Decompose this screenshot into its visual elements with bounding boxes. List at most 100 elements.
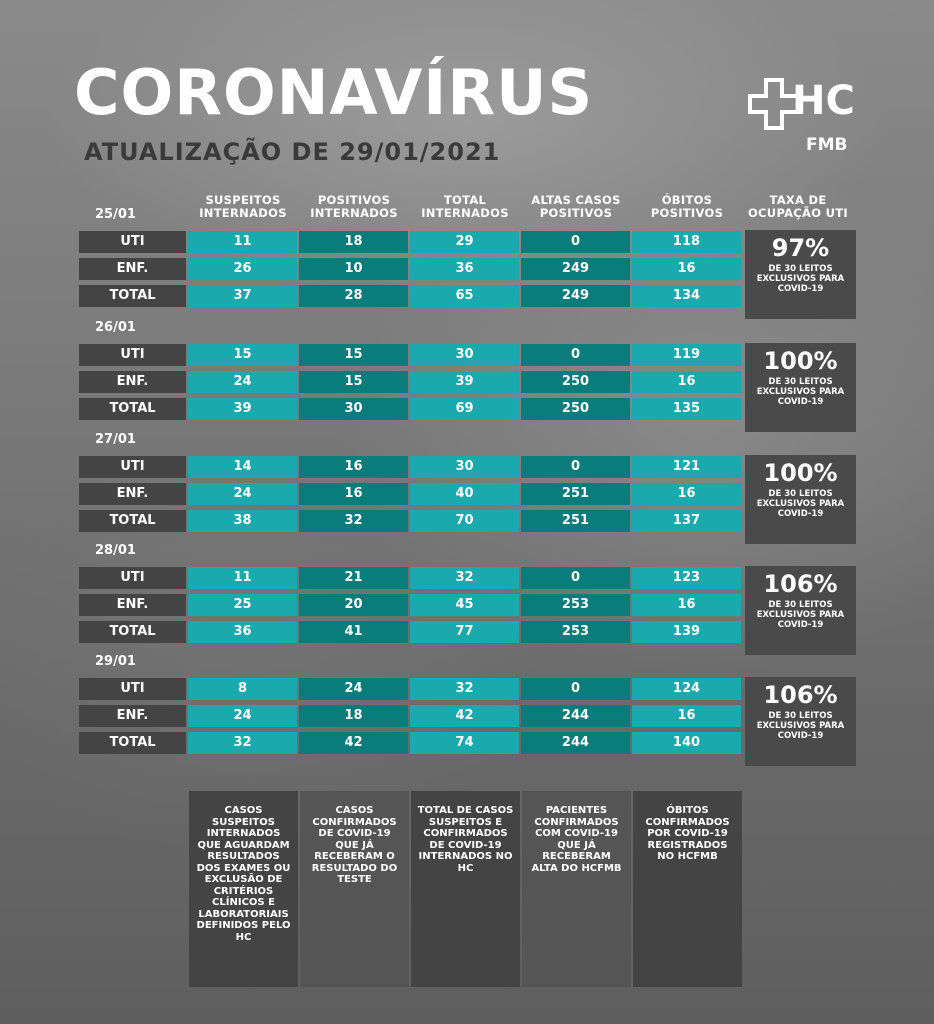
- cell-total: 77: [410, 621, 519, 643]
- row-label: TOTAL: [79, 732, 186, 754]
- uti-occupancy-note: DE 30 LEITOS EXCLUSIVOS PARA COVID-19: [756, 377, 845, 407]
- cell-obitos: 139: [632, 621, 741, 643]
- hc-fmb-logo: HC FMB: [748, 78, 855, 155]
- uti-occupancy-box: 106% DE 30 LEITOS EXCLUSIVOS PARA COVID-1…: [745, 677, 856, 766]
- date-label: 27/01: [95, 432, 136, 447]
- cell-altas: 0: [521, 231, 630, 253]
- header-taxa: TAXA DE OCUPAÇÃO UTI: [747, 193, 848, 220]
- cell-obitos: 140: [632, 732, 741, 754]
- row-label: TOTAL: [79, 285, 186, 307]
- cell-positivos: 30: [299, 398, 408, 420]
- cell-obitos: 137: [632, 510, 741, 532]
- cell-suspeitos: 14: [188, 456, 297, 478]
- cell-obitos: 123: [632, 567, 741, 589]
- uti-occupancy-rate: 100%: [763, 459, 838, 487]
- cell-positivos: 42: [299, 732, 408, 754]
- cell-suspeitos: 8: [188, 678, 297, 700]
- cell-altas: 244: [521, 732, 630, 754]
- cell-suspeitos: 11: [188, 567, 297, 589]
- logo-hc-text: HC: [792, 78, 855, 124]
- cell-obitos: 16: [632, 705, 741, 727]
- cell-positivos: 16: [299, 483, 408, 505]
- cell-positivos: 32: [299, 510, 408, 532]
- cell-altas: 250: [521, 398, 630, 420]
- header-altas: ALTAS CASOS POSITIVOS: [531, 193, 621, 220]
- cell-total: 65: [410, 285, 519, 307]
- cell-suspeitos: 24: [188, 483, 297, 505]
- legend-obitos: ÓBITOS CONFIRMADOS POR COVID-19 REGISTRA…: [633, 791, 742, 987]
- cell-altas: 0: [521, 678, 630, 700]
- cell-suspeitos: 24: [188, 705, 297, 727]
- uti-occupancy-box: 100% DE 30 LEITOS EXCLUSIVOS PARA COVID-1…: [745, 343, 856, 432]
- cell-positivos: 18: [299, 705, 408, 727]
- cell-total: 45: [410, 594, 519, 616]
- cell-altas: 244: [521, 705, 630, 727]
- cell-positivos: 15: [299, 344, 408, 366]
- cell-obitos: 16: [632, 594, 741, 616]
- date-label: 29/01: [95, 654, 136, 669]
- row-label: UTI: [79, 231, 186, 253]
- row-label: TOTAL: [79, 510, 186, 532]
- logo-fmb-text: FMB: [806, 135, 848, 155]
- cell-suspeitos: 32: [188, 732, 297, 754]
- row-label: ENF.: [79, 483, 186, 505]
- cell-positivos: 18: [299, 231, 408, 253]
- cell-total: 39: [410, 371, 519, 393]
- cell-suspeitos: 26: [188, 258, 297, 280]
- cell-altas: 253: [521, 594, 630, 616]
- cell-obitos: 16: [632, 371, 741, 393]
- cell-obitos: 124: [632, 678, 741, 700]
- header-obitos: ÓBITOS POSITIVOS: [650, 193, 724, 220]
- uti-occupancy-rate: 100%: [763, 347, 838, 375]
- uti-occupancy-rate: 106%: [763, 570, 838, 598]
- cell-obitos: 119: [632, 344, 741, 366]
- cell-total: 69: [410, 398, 519, 420]
- update-date-subtitle: ATUALIZAÇÃO DE 29/01/2021: [84, 138, 501, 166]
- cell-positivos: 10: [299, 258, 408, 280]
- cell-positivos: 16: [299, 456, 408, 478]
- cell-total: 70: [410, 510, 519, 532]
- row-label: UTI: [79, 567, 186, 589]
- date-label: 28/01: [95, 543, 136, 558]
- legend-altas: PACIENTES CONFIRMADOS COM COVID-19 QUE J…: [522, 791, 631, 987]
- cell-positivos: 24: [299, 678, 408, 700]
- cell-suspeitos: 24: [188, 371, 297, 393]
- header-total: TOTAL INTERNADOS: [421, 193, 509, 220]
- cell-suspeitos: 39: [188, 398, 297, 420]
- cell-total: 32: [410, 678, 519, 700]
- cell-total: 74: [410, 732, 519, 754]
- cell-obitos: 16: [632, 258, 741, 280]
- cell-suspeitos: 11: [188, 231, 297, 253]
- cell-positivos: 21: [299, 567, 408, 589]
- row-label: ENF.: [79, 705, 186, 727]
- cell-total: 30: [410, 456, 519, 478]
- uti-occupancy-box: 97% DE 30 LEITOS EXCLUSIVOS PARA COVID-19: [745, 230, 856, 319]
- legend-positivos: CASOS CONFIRMADOS DE COVID-19 QUE JÁ REC…: [300, 791, 409, 987]
- row-label: UTI: [79, 456, 186, 478]
- row-label: UTI: [79, 344, 186, 366]
- cell-positivos: 41: [299, 621, 408, 643]
- cell-obitos: 135: [632, 398, 741, 420]
- cell-suspeitos: 36: [188, 621, 297, 643]
- cell-altas: 250: [521, 371, 630, 393]
- cell-altas: 251: [521, 483, 630, 505]
- cell-obitos: 16: [632, 483, 741, 505]
- cell-altas: 249: [521, 258, 630, 280]
- row-label: TOTAL: [79, 398, 186, 420]
- row-label: TOTAL: [79, 621, 186, 643]
- cell-altas: 251: [521, 510, 630, 532]
- cell-positivos: 28: [299, 285, 408, 307]
- row-label: ENF.: [79, 258, 186, 280]
- legend-total: TOTAL DE CASOS SUSPEITOS E CONFIRMADOS D…: [411, 791, 520, 987]
- date-label: 26/01: [95, 320, 136, 335]
- uti-occupancy-note: DE 30 LEITOS EXCLUSIVOS PARA COVID-19: [756, 489, 845, 519]
- uti-occupancy-box: 106% DE 30 LEITOS EXCLUSIVOS PARA COVID-1…: [745, 566, 856, 655]
- row-label: ENF.: [79, 594, 186, 616]
- cell-obitos: 134: [632, 285, 741, 307]
- header-suspeitos: SUSPEITOS INTERNADOS: [199, 193, 287, 220]
- header-positivos: POSITIVOS INTERNADOS: [310, 193, 398, 220]
- cell-suspeitos: 38: [188, 510, 297, 532]
- cell-total: 30: [410, 344, 519, 366]
- uti-occupancy-note: DE 30 LEITOS EXCLUSIVOS PARA COVID-19: [756, 711, 845, 741]
- row-label: ENF.: [79, 371, 186, 393]
